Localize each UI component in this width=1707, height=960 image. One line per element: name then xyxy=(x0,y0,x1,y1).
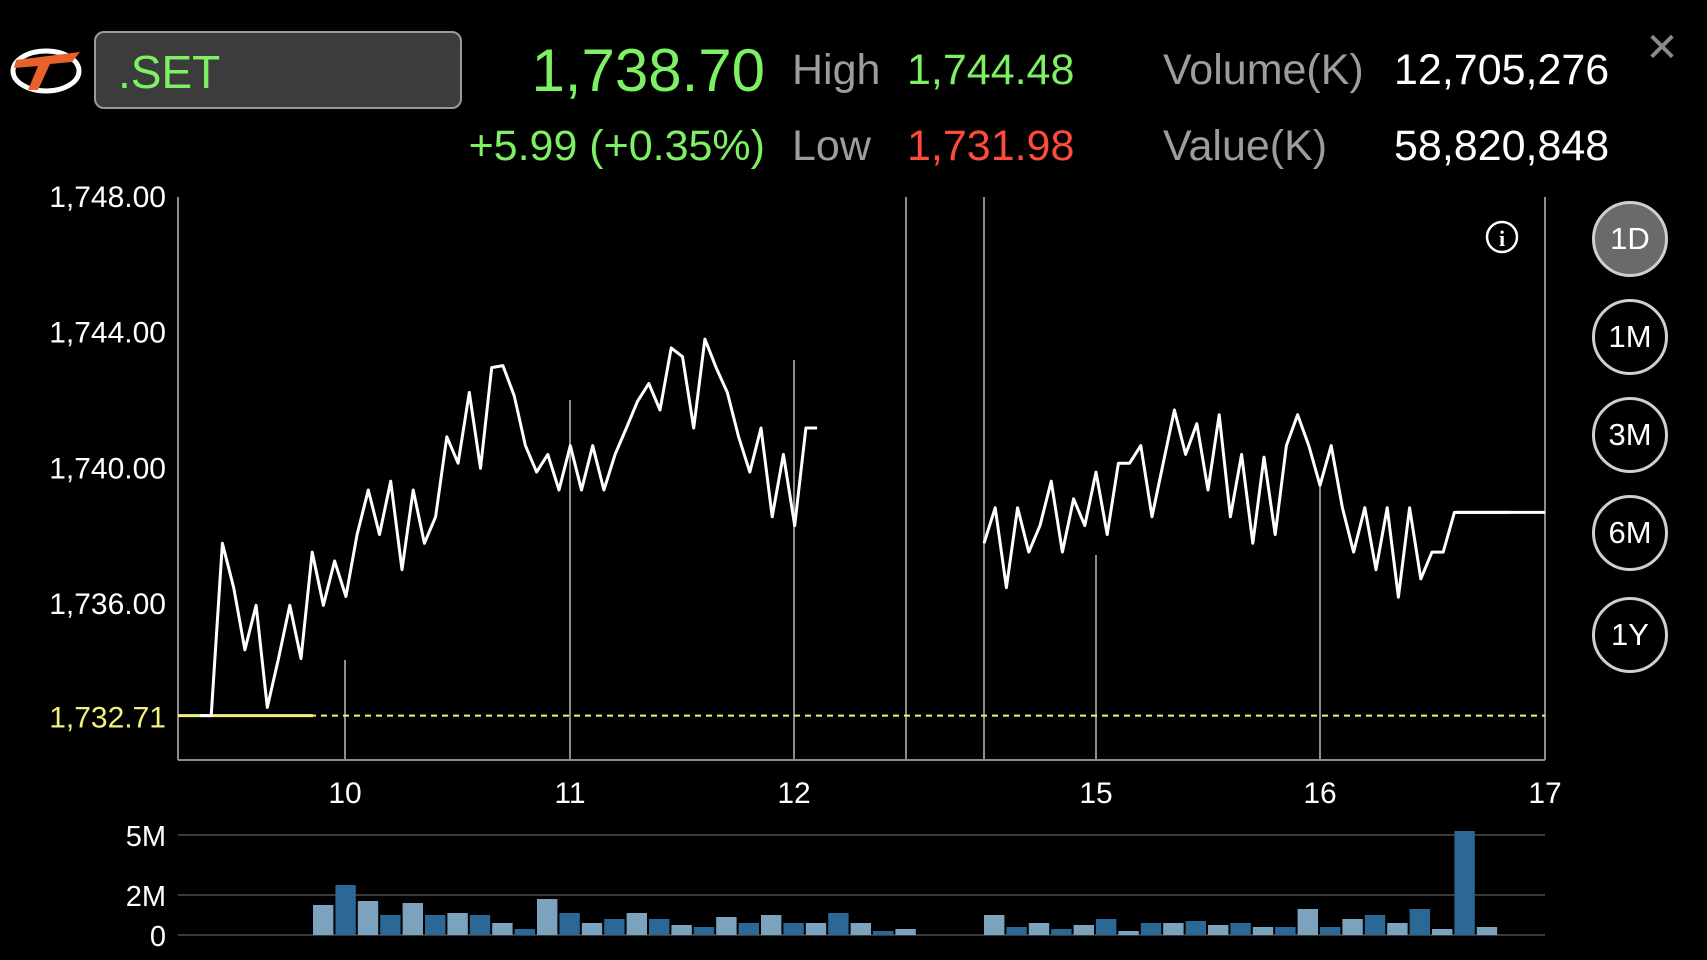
volume-bar xyxy=(1432,929,1453,935)
volume-bar xyxy=(581,923,603,935)
price-change: +5.99 (+0.35%) xyxy=(468,122,765,170)
volume-bar xyxy=(1275,927,1296,935)
x-tick-label: 17 xyxy=(1528,777,1561,810)
app-logo xyxy=(10,48,82,94)
volume-bar xyxy=(1163,923,1184,935)
volume-bar xyxy=(1454,831,1475,935)
last-price: 1,738.70 xyxy=(531,37,765,104)
volume-bar xyxy=(1073,925,1094,935)
volume-bar xyxy=(1342,919,1363,935)
period-6m-button[interactable]: 6M xyxy=(1592,495,1668,571)
volume-bar xyxy=(873,931,894,935)
volume-bar xyxy=(1252,927,1274,935)
volume-bar xyxy=(1028,923,1050,935)
volume-bar xyxy=(1476,927,1498,935)
volume-bar xyxy=(1096,919,1117,935)
info-icon xyxy=(1485,220,1519,254)
volume-bar xyxy=(380,915,401,935)
volume-bar xyxy=(469,915,491,935)
high-value: 1,744.48 xyxy=(907,46,1075,94)
volume-bar xyxy=(693,927,715,935)
volume-bar xyxy=(1006,927,1027,935)
volume-bar xyxy=(1118,931,1139,935)
volume-bar xyxy=(492,923,513,935)
volume-bar xyxy=(761,915,782,935)
volume-bar xyxy=(1185,921,1206,935)
volume-bar xyxy=(1051,929,1072,935)
close-button[interactable]: ✕ xyxy=(1642,28,1682,68)
volume-bar xyxy=(984,915,1005,935)
y-tick-label: 1,740.00 xyxy=(49,452,166,485)
volume-bar xyxy=(1140,923,1162,935)
reference-price-label: 1,732.71 xyxy=(49,702,166,735)
volume-bar xyxy=(604,919,625,935)
y-tick-label: 1,736.00 xyxy=(49,588,166,621)
period-1m-button[interactable]: 1M xyxy=(1592,299,1668,375)
volume-bar xyxy=(447,913,468,935)
volume-bar xyxy=(1208,925,1229,935)
x-tick-label: 10 xyxy=(328,777,361,810)
volume-bar xyxy=(895,929,916,935)
volume-bar xyxy=(626,913,647,935)
volume-bar xyxy=(335,885,356,935)
volume-bar xyxy=(716,917,737,935)
volume-bar xyxy=(850,923,871,935)
x-tick-label: 16 xyxy=(1303,777,1336,810)
period-1y-button[interactable]: 1Y xyxy=(1592,597,1668,673)
high-label: High xyxy=(792,46,881,94)
volume-bar xyxy=(1364,915,1386,935)
volume-label: Volume(K) xyxy=(1163,46,1364,94)
session2-price-line xyxy=(982,408,1511,599)
close-icon: ✕ xyxy=(1645,26,1679,70)
value-value: 58,820,848 xyxy=(1394,122,1610,170)
volume-bar xyxy=(425,915,446,935)
volume-bar xyxy=(313,905,334,935)
volume-bar xyxy=(402,903,423,935)
volume-bar xyxy=(357,901,379,935)
y-tick-label: 1,748.00 xyxy=(49,181,166,214)
low-value: 1,731.98 xyxy=(907,122,1075,170)
volume-bar xyxy=(783,923,804,935)
volume-bar xyxy=(1230,923,1251,935)
volume-bar xyxy=(1409,909,1430,935)
period-1d-button[interactable]: 1D xyxy=(1592,201,1668,277)
volume-bar xyxy=(738,923,759,935)
low-label: Low xyxy=(792,122,871,170)
symbol-label: .SET xyxy=(118,46,221,98)
symbol-search-box[interactable]: .SET xyxy=(94,31,462,109)
volume-bar xyxy=(649,919,670,935)
x-tick-label: 15 xyxy=(1079,777,1112,810)
volume-bar xyxy=(537,899,558,935)
volume-bar xyxy=(1297,909,1318,935)
x-tick-label: 12 xyxy=(777,777,810,810)
value-label: Value(K) xyxy=(1163,122,1328,170)
volume-bar xyxy=(1320,927,1341,935)
session1-price-line xyxy=(200,337,818,718)
volume-tick-label: 2M xyxy=(126,881,166,913)
volume-tick-label: 0 xyxy=(150,921,166,953)
volume-bar xyxy=(805,923,827,935)
volume-tick-label: 5M xyxy=(126,821,166,853)
volume-bar xyxy=(559,913,580,935)
volume-value: 12,705,276 xyxy=(1394,46,1610,94)
info-icon-glyph: i xyxy=(1499,226,1505,251)
x-tick-label: 11 xyxy=(554,777,585,810)
volume-bar xyxy=(671,925,692,935)
volume-bar xyxy=(1387,923,1408,935)
volume-bar xyxy=(828,913,849,935)
volume-bar xyxy=(514,929,535,935)
period-3m-button[interactable]: 3M xyxy=(1592,397,1668,473)
y-tick-label: 1,744.00 xyxy=(49,317,166,350)
